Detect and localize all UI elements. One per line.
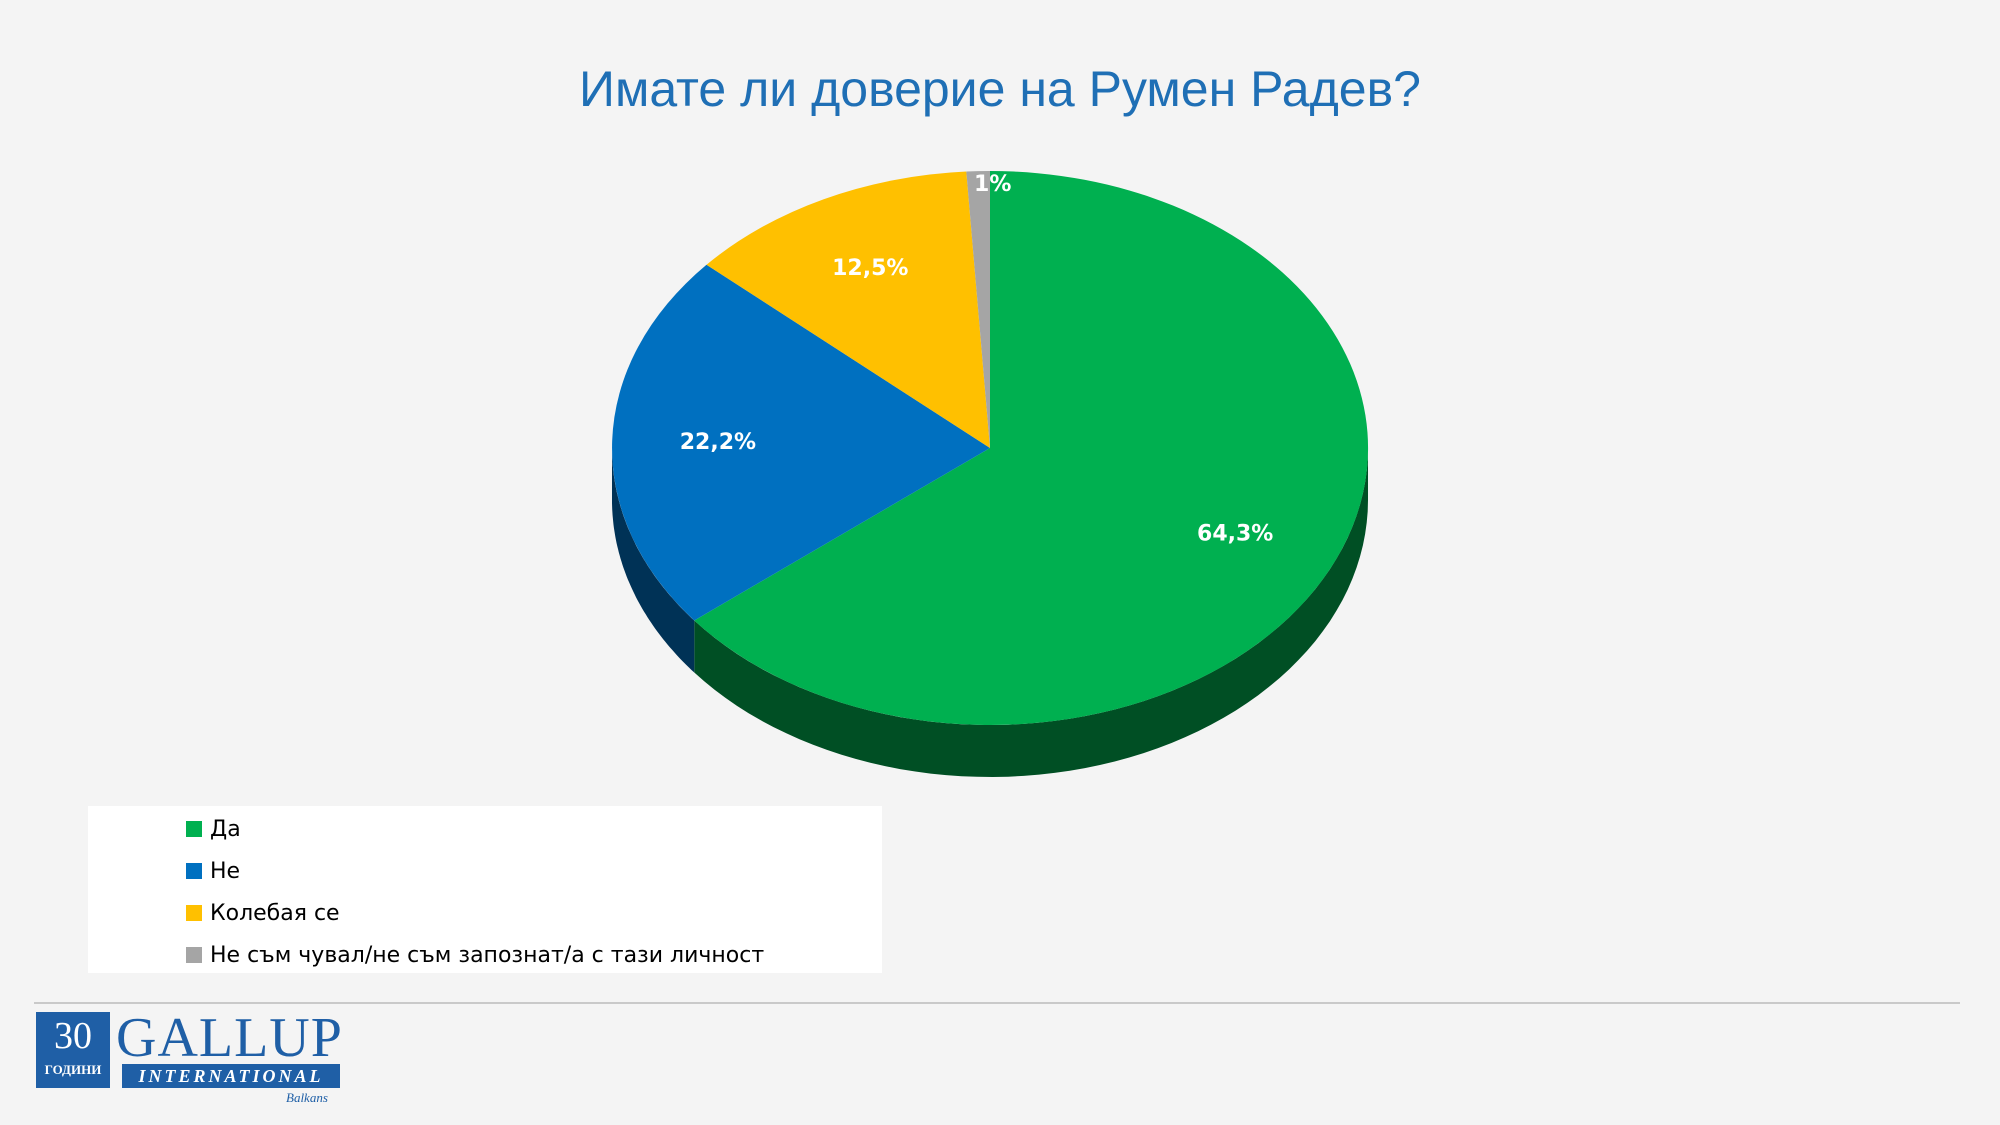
pie-label-3: 1% bbox=[974, 172, 1011, 197]
legend-item-da: Да bbox=[186, 814, 241, 844]
pie-sides bbox=[612, 448, 1368, 777]
legend-label-ne: Не bbox=[210, 858, 241, 884]
legend-item-ne-sam-chuval: Не съм чувал/не съм запознат/а с тази ли… bbox=[186, 940, 764, 970]
legend-swatch-ne-sam-chuval bbox=[186, 947, 202, 963]
legend-swatch-da bbox=[186, 821, 202, 837]
pie-side-1 bbox=[612, 448, 695, 673]
logo-brand-bar bbox=[122, 1064, 340, 1088]
legend-item-kolebaya: Колебая се bbox=[186, 898, 340, 928]
logo-badge bbox=[36, 1012, 110, 1088]
pie-slice-2 bbox=[706, 171, 990, 448]
pie-slice-1 bbox=[612, 264, 990, 621]
legend-label-kolebaya: Колебая се bbox=[210, 900, 340, 926]
logo-region: Balkans bbox=[286, 1090, 328, 1105]
legend-item-ne: Не bbox=[186, 856, 240, 886]
pie-slice-3 bbox=[966, 170, 990, 448]
logo-brand-line2: INTERNATIONAL bbox=[138, 1066, 324, 1086]
pie-label-0: 64,3% bbox=[1197, 522, 1273, 547]
pie-side-0 bbox=[694, 448, 1368, 777]
pie-label-2: 12,5% bbox=[832, 256, 908, 281]
legend-label-ne-sam-chuval: Не съм чувал/не съм запознат/а с тази ли… bbox=[210, 942, 765, 968]
logo-brand: GALLUP bbox=[116, 1007, 343, 1069]
logo-subtitle: ГОДИНИ bbox=[44, 1062, 102, 1077]
pie-slice-0 bbox=[694, 171, 1369, 726]
legend-swatch-ne bbox=[186, 863, 202, 879]
legend-swatch-kolebaya bbox=[186, 905, 202, 921]
pie-chart: 64,3% 22,2% 12,5% 1% bbox=[612, 170, 1369, 777]
legend: Да Не Колебая се Не съм чувал/не съм зап… bbox=[88, 806, 882, 973]
legend-label-da: Да bbox=[210, 816, 241, 842]
chart-title: Имате ли доверие на Румен Радев? bbox=[579, 61, 1421, 117]
pie-label-1: 22,2% bbox=[680, 430, 756, 455]
footer-divider bbox=[34, 1002, 1960, 1004]
logo-number: 30 bbox=[54, 1015, 92, 1057]
